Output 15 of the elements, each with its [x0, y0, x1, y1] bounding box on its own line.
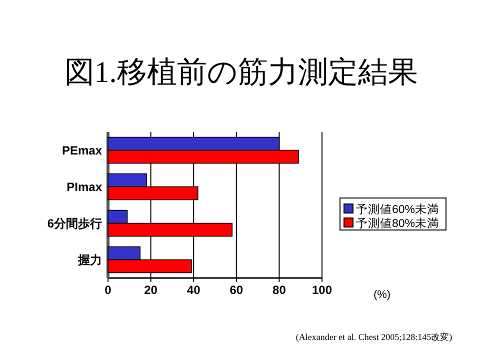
- x-tick-label: 80: [272, 283, 286, 297]
- y-tick-label: 6分間歩行: [47, 216, 102, 230]
- x-tick-label: 60: [230, 283, 244, 297]
- legend-label: 予測値80%未満: [356, 217, 440, 230]
- x-tick-label: 40: [186, 283, 201, 297]
- x-tick-label: 0: [104, 283, 112, 297]
- y-tick-label: PImax: [66, 180, 102, 194]
- y-tick-label: PEmax: [62, 143, 102, 158]
- x-tick-label: 20: [144, 283, 158, 297]
- x-axis-title: (%): [373, 289, 391, 301]
- text: (Alexander et al. Chest 2005;128:145改変): [296, 332, 452, 342]
- legend-label: 予測値60%未満: [356, 203, 440, 216]
- chart-title: 図1.移植前の筋力測定結果: [64, 56, 418, 89]
- y-tick-label: 握力: [77, 252, 102, 267]
- x-tick-label: 100: [312, 283, 332, 297]
